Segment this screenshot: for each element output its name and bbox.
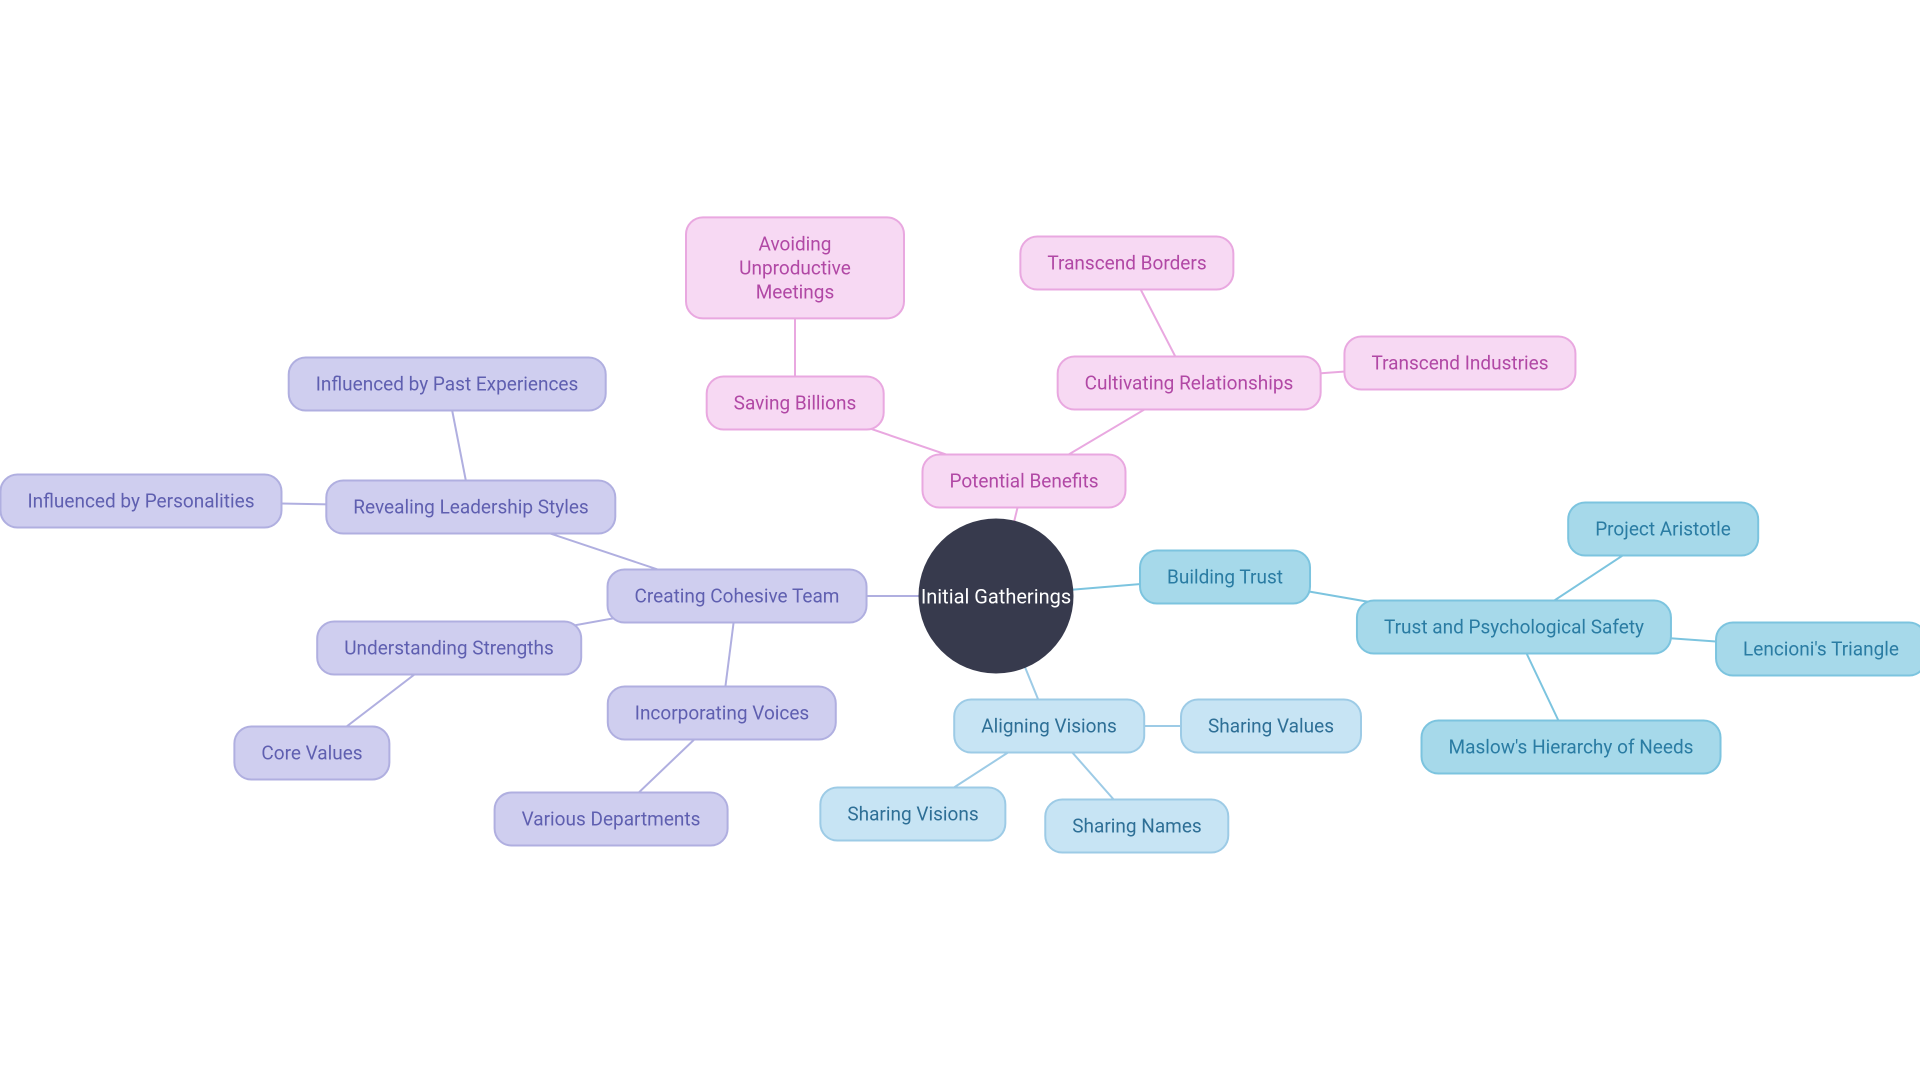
node-trust: Building Trust [1139, 550, 1311, 605]
node-pastexp: Influenced by Past Experiences [288, 357, 607, 412]
node-label: Influenced by Past Experiences [316, 373, 579, 396]
node-reveal: Revealing Leadership Styles [325, 480, 616, 535]
node-label: Incorporating Voices [635, 702, 809, 725]
node-saving: Saving Billions [706, 376, 885, 431]
node-label: Core Values [261, 742, 362, 765]
node-cultivate: Cultivating Relationships [1057, 356, 1322, 411]
node-label: Aligning Visions [981, 715, 1117, 738]
mindmap-canvas: Initial Gatherings Potential Benefits Savi… [0, 0, 1920, 1080]
node-aristotle: Project Aristotle [1567, 502, 1759, 557]
node-label: Influenced by Personalities [27, 490, 254, 513]
node-snames: Sharing Names [1044, 799, 1229, 854]
node-avoiding: Avoiding UnproductiveMeetings [685, 216, 905, 319]
node-label: Creating Cohesive Team [635, 585, 840, 608]
node-label: Sharing Values [1208, 715, 1334, 738]
node-benefits: Potential Benefits [921, 454, 1126, 509]
node-label: Avoiding UnproductiveMeetings [739, 232, 851, 303]
node-label: Various Departments [522, 808, 701, 831]
node-svalues: Sharing Values [1180, 699, 1362, 754]
node-tindustry: Transcend Industries [1343, 336, 1576, 391]
node-label: Saving Billions [734, 392, 857, 415]
node-align: Aligning Visions [953, 699, 1145, 754]
node-label: Revealing Leadership Styles [353, 496, 588, 519]
node-label: Project Aristotle [1595, 518, 1731, 541]
node-label: Understanding Strengths [344, 637, 554, 660]
node-cohesive: Creating Cohesive Team [607, 569, 868, 624]
node-maslow: Maslow's Hierarchy of Needs [1421, 720, 1722, 775]
node-tps: Trust and Psychological Safety [1356, 600, 1672, 655]
node-svisions: Sharing Visions [819, 787, 1006, 842]
node-corevals: Core Values [233, 726, 390, 781]
node-label: Lencioni's Triangle [1743, 638, 1899, 661]
node-label: Sharing Names [1072, 815, 1201, 838]
node-voices: Incorporating Voices [607, 686, 837, 741]
node-tborders: Transcend Borders [1019, 236, 1234, 291]
node-label: Cultivating Relationships [1085, 372, 1294, 395]
node-personal: Influenced by Personalities [0, 474, 283, 529]
center-node-label: Initial Gatherings [921, 584, 1071, 608]
node-label: Maslow's Hierarchy of Needs [1449, 736, 1694, 759]
node-lencioni: Lencioni's Triangle [1715, 622, 1920, 677]
node-label: Trust and Psychological Safety [1384, 616, 1644, 639]
node-label: Building Trust [1167, 566, 1283, 589]
center-node: Initial Gatherings [919, 519, 1074, 674]
node-depts: Various Departments [494, 792, 729, 847]
node-label: Transcend Industries [1371, 352, 1548, 375]
node-label: Potential Benefits [949, 470, 1098, 493]
node-label: Sharing Visions [847, 803, 978, 826]
node-strengths: Understanding Strengths [316, 621, 582, 676]
node-label: Transcend Borders [1047, 252, 1206, 275]
